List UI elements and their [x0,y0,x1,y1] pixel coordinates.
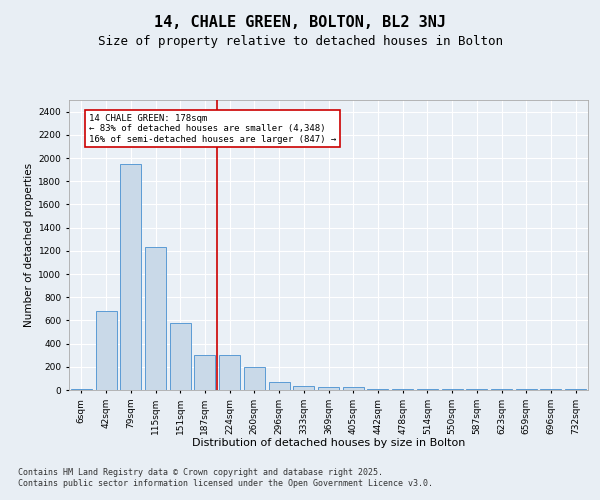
Text: Contains HM Land Registry data © Crown copyright and database right 2025.
Contai: Contains HM Land Registry data © Crown c… [18,468,433,487]
X-axis label: Distribution of detached houses by size in Bolton: Distribution of detached houses by size … [192,438,465,448]
Bar [244,367,265,390]
Bar [120,164,141,390]
Bar [269,382,290,390]
Bar [293,386,314,390]
Bar [219,355,240,390]
Bar [194,355,215,390]
Bar [367,389,388,390]
Bar [145,248,166,390]
Y-axis label: Number of detached properties: Number of detached properties [24,163,34,327]
Bar [170,322,191,390]
Bar [565,389,586,390]
Text: 14 CHALE GREEN: 178sqm
← 83% of detached houses are smaller (4,348)
16% of semi-: 14 CHALE GREEN: 178sqm ← 83% of detached… [89,114,336,144]
Bar [95,311,116,390]
Bar [343,387,364,390]
Text: 14, CHALE GREEN, BOLTON, BL2 3NJ: 14, CHALE GREEN, BOLTON, BL2 3NJ [154,15,446,30]
Bar [318,387,339,390]
Text: Size of property relative to detached houses in Bolton: Size of property relative to detached ho… [97,34,503,48]
